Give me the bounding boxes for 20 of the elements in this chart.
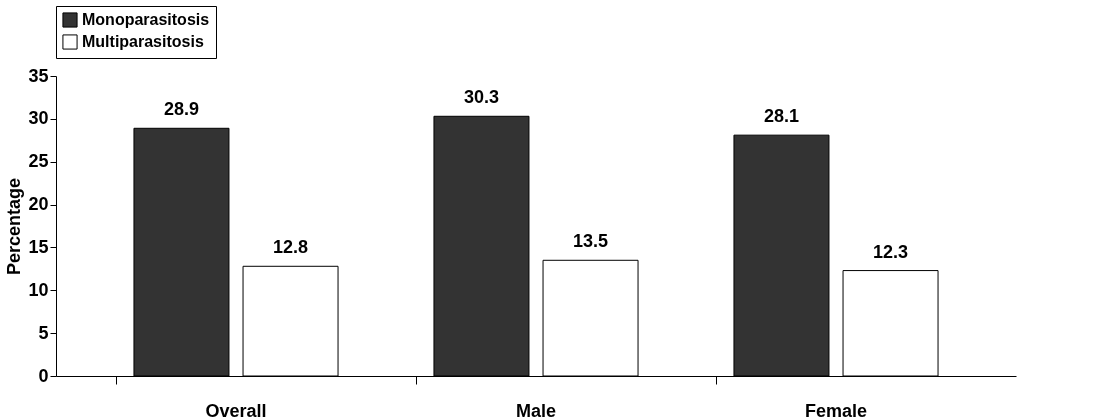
y-tick-label: 25 — [28, 151, 49, 172]
y-tick-label: 30 — [28, 108, 49, 129]
y-tick-label: 0 — [38, 365, 49, 386]
x-tick-label: Overall — [205, 400, 267, 419]
data-label: 28.9 — [163, 99, 199, 120]
data-label: 12.3 — [873, 241, 909, 262]
data-label: 13.5 — [573, 231, 609, 252]
y-axis-title: Percentage — [4, 177, 25, 276]
y-tick-label: 5 — [38, 322, 49, 343]
legend-label: Monoparasitosis — [82, 11, 210, 28]
data-label: 30.3 — [463, 87, 499, 108]
y-tick-label: 10 — [28, 279, 49, 300]
legend-label: Multiparasitosis — [82, 33, 204, 50]
x-tick-label: Female — [804, 400, 868, 419]
data-label: 28.1 — [763, 106, 799, 127]
y-tick-label: 35 — [28, 65, 49, 86]
y-tick-label: 15 — [28, 236, 49, 257]
data-label: 12.8 — [273, 237, 309, 258]
x-tick-label: Male — [515, 400, 557, 419]
y-tick-label: 20 — [28, 194, 49, 215]
